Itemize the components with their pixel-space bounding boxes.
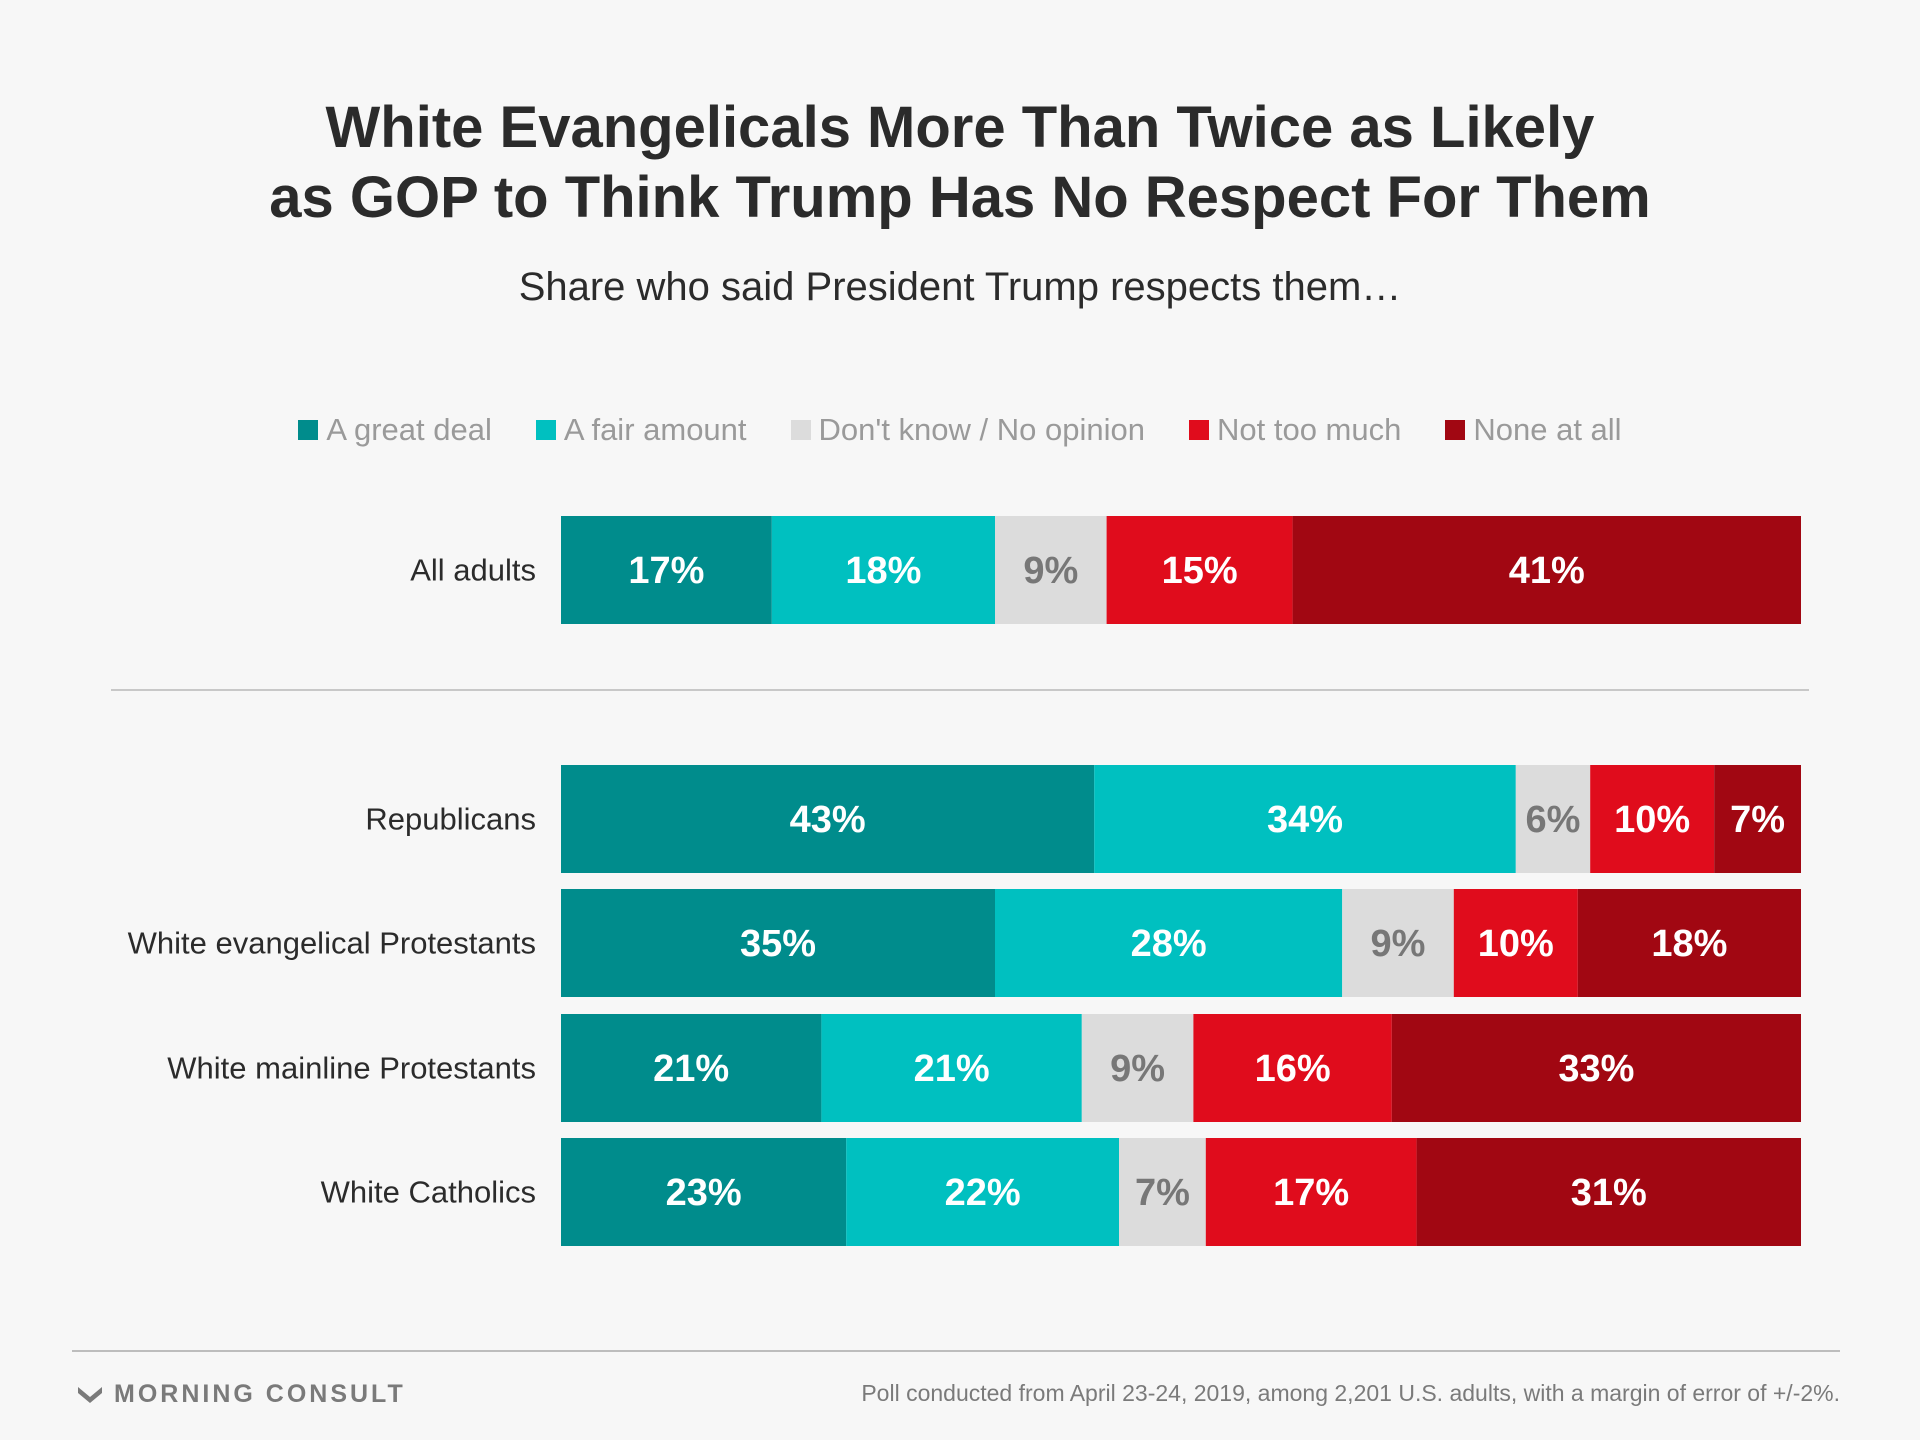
legend-label: A great deal [326, 412, 492, 447]
source-note: Poll conducted from April 23-24, 2019, a… [861, 1380, 1840, 1406]
brand-logo-wordmark: MORNING CONSULT [76, 1380, 406, 1409]
bar-all-adults-don-t-know-no-opinion [995, 516, 1107, 624]
legend-swatch [535, 420, 556, 440]
bar-white-evangelical-protestants-a-fair-amount [995, 889, 1343, 997]
legend-swatch [1188, 420, 1209, 440]
data-label-white-evangelical-protestants-not-too-much: 10% [1478, 923, 1554, 965]
bar-all-adults-not-too-much [1106, 516, 1293, 624]
bar-white-evangelical-protestants-a-great-deal [561, 889, 995, 997]
data-label-white-evangelical-protestants-don-t-know-no-opinion: 9% [1371, 923, 1426, 965]
bar-white-mainline-protestants-a-fair-amount [821, 1014, 1082, 1122]
chart-legend: A great deal A fair amount Don't know / … [0, 405, 1920, 455]
bar-republicans-don-t-know-no-opinion [1515, 765, 1591, 873]
data-label-republicans-none-at-all: 7% [1730, 799, 1785, 841]
legend-label: Not too much [1216, 412, 1402, 447]
bar-white-catholics-not-too-much [1205, 1138, 1417, 1246]
legend-swatch [1445, 420, 1466, 440]
chart-title-line-1: White Evangelicals More Than Twice as Li… [325, 95, 1595, 160]
legend-label: A fair amount [563, 412, 747, 447]
bar-white-mainline-protestants-a-great-deal [561, 1014, 822, 1122]
bar-all-adults-a-great-deal [561, 516, 772, 624]
legend-swatch [790, 420, 811, 440]
data-label-white-mainline-protestants-not-too-much: 16% [1255, 1048, 1331, 1090]
data-label-republicans-don-t-know-no-opinion: 6% [1526, 799, 1581, 841]
row-label-white-evangelical-protestants: White evangelical Protestants [128, 926, 536, 961]
data-label-republicans-a-fair-amount: 34% [1267, 799, 1343, 841]
chart-subtitle: Share who said President Trump respects … [518, 265, 1402, 309]
bar-republicans-none-at-all [1714, 765, 1801, 873]
data-label-white-mainline-protestants-a-fair-amount: 21% [914, 1048, 990, 1090]
data-label-all-adults-none-at-all: 41% [1509, 550, 1585, 592]
row-label-white-catholics: White Catholics [321, 1175, 536, 1210]
data-label-white-mainline-protestants-a-great-deal: 21% [653, 1048, 729, 1090]
data-label-white-catholics-don-t-know-no-opinion: 7% [1135, 1172, 1190, 1214]
bar-all-adults-a-fair-amount [771, 516, 995, 624]
legend-item-none-at-all: None at all [1445, 412, 1622, 448]
legend-label: None at all [1473, 412, 1622, 447]
row-label-white-mainline-protestants: White mainline Protestants [167, 1051, 536, 1086]
data-label-white-evangelical-protestants-a-great-deal: 35% [740, 923, 816, 965]
bar-republicans-not-too-much [1590, 765, 1715, 873]
row-label-republicans: Republicans [365, 802, 536, 837]
row-label-all-adults: All adults [410, 553, 536, 588]
data-label-white-catholics-a-great-deal: 23% [666, 1172, 742, 1214]
bar-white-mainline-protestants-not-too-much [1193, 1014, 1392, 1122]
bar-white-mainline-protestants-don-t-know-no-opinion [1081, 1014, 1194, 1122]
bar-white-evangelical-protestants-don-t-know-no-opinion [1342, 889, 1454, 997]
data-label-all-adults-a-fair-amount: 18% [845, 550, 921, 592]
bar-white-catholics-don-t-know-no-opinion [1119, 1138, 1206, 1246]
data-label-all-adults-not-too-much: 15% [1162, 550, 1238, 592]
legend-item-not-too-much: Not too much [1188, 412, 1402, 448]
bar-white-catholics-none-at-all [1416, 1138, 1801, 1246]
data-label-all-adults-don-t-know-no-opinion: 9% [1023, 550, 1078, 592]
legend-item-dont-know: Don't know / No opinion [790, 412, 1145, 448]
bar-white-catholics-a-fair-amount [846, 1138, 1119, 1246]
legend-label: Don't know / No opinion [818, 412, 1145, 447]
bar-white-catholics-a-great-deal [561, 1138, 847, 1246]
data-label-white-catholics-none-at-all: 31% [1571, 1172, 1647, 1214]
footer-divider [72, 1350, 1840, 1352]
data-label-republicans-a-great-deal: 43% [790, 799, 866, 841]
data-label-republicans-not-too-much: 10% [1614, 799, 1690, 841]
legend-item-great-deal: A great deal [298, 412, 492, 448]
chart-title-line-2: as GOP to Think Trump Has No Respect For… [269, 165, 1651, 230]
data-label-white-mainline-protestants-none-at-all: 33% [1558, 1048, 1634, 1090]
legend-swatch [298, 420, 319, 440]
bar-republicans-a-fair-amount [1094, 765, 1516, 873]
data-label-white-catholics-a-fair-amount: 22% [945, 1172, 1021, 1214]
stacked-bar-chart: All adults 17% 18% 9% 15% 41% Republicans 43% 34… [111, 516, 1809, 1246]
morning-consult-logo-icon [78, 1386, 102, 1403]
legend-item-fair-amount: A fair amount [535, 412, 747, 448]
data-label-white-mainline-protestants-don-t-know-no-opinion: 9% [1110, 1048, 1165, 1090]
data-label-white-evangelical-protestants-none-at-all: 18% [1651, 923, 1727, 965]
bar-all-adults-none-at-all [1292, 516, 1801, 624]
data-label-white-evangelical-protestants-a-fair-amount: 28% [1131, 923, 1207, 965]
bar-white-evangelical-protestants-none-at-all [1577, 889, 1801, 997]
bar-white-evangelical-protestants-not-too-much [1453, 889, 1578, 997]
brand-name: MORNING CONSULT [114, 1380, 406, 1408]
data-label-white-catholics-not-too-much: 17% [1273, 1172, 1349, 1214]
bar-republicans-a-great-deal [561, 765, 1095, 873]
data-label-all-adults-a-great-deal: 17% [628, 550, 704, 592]
bar-white-mainline-protestants-none-at-all [1391, 1014, 1801, 1122]
